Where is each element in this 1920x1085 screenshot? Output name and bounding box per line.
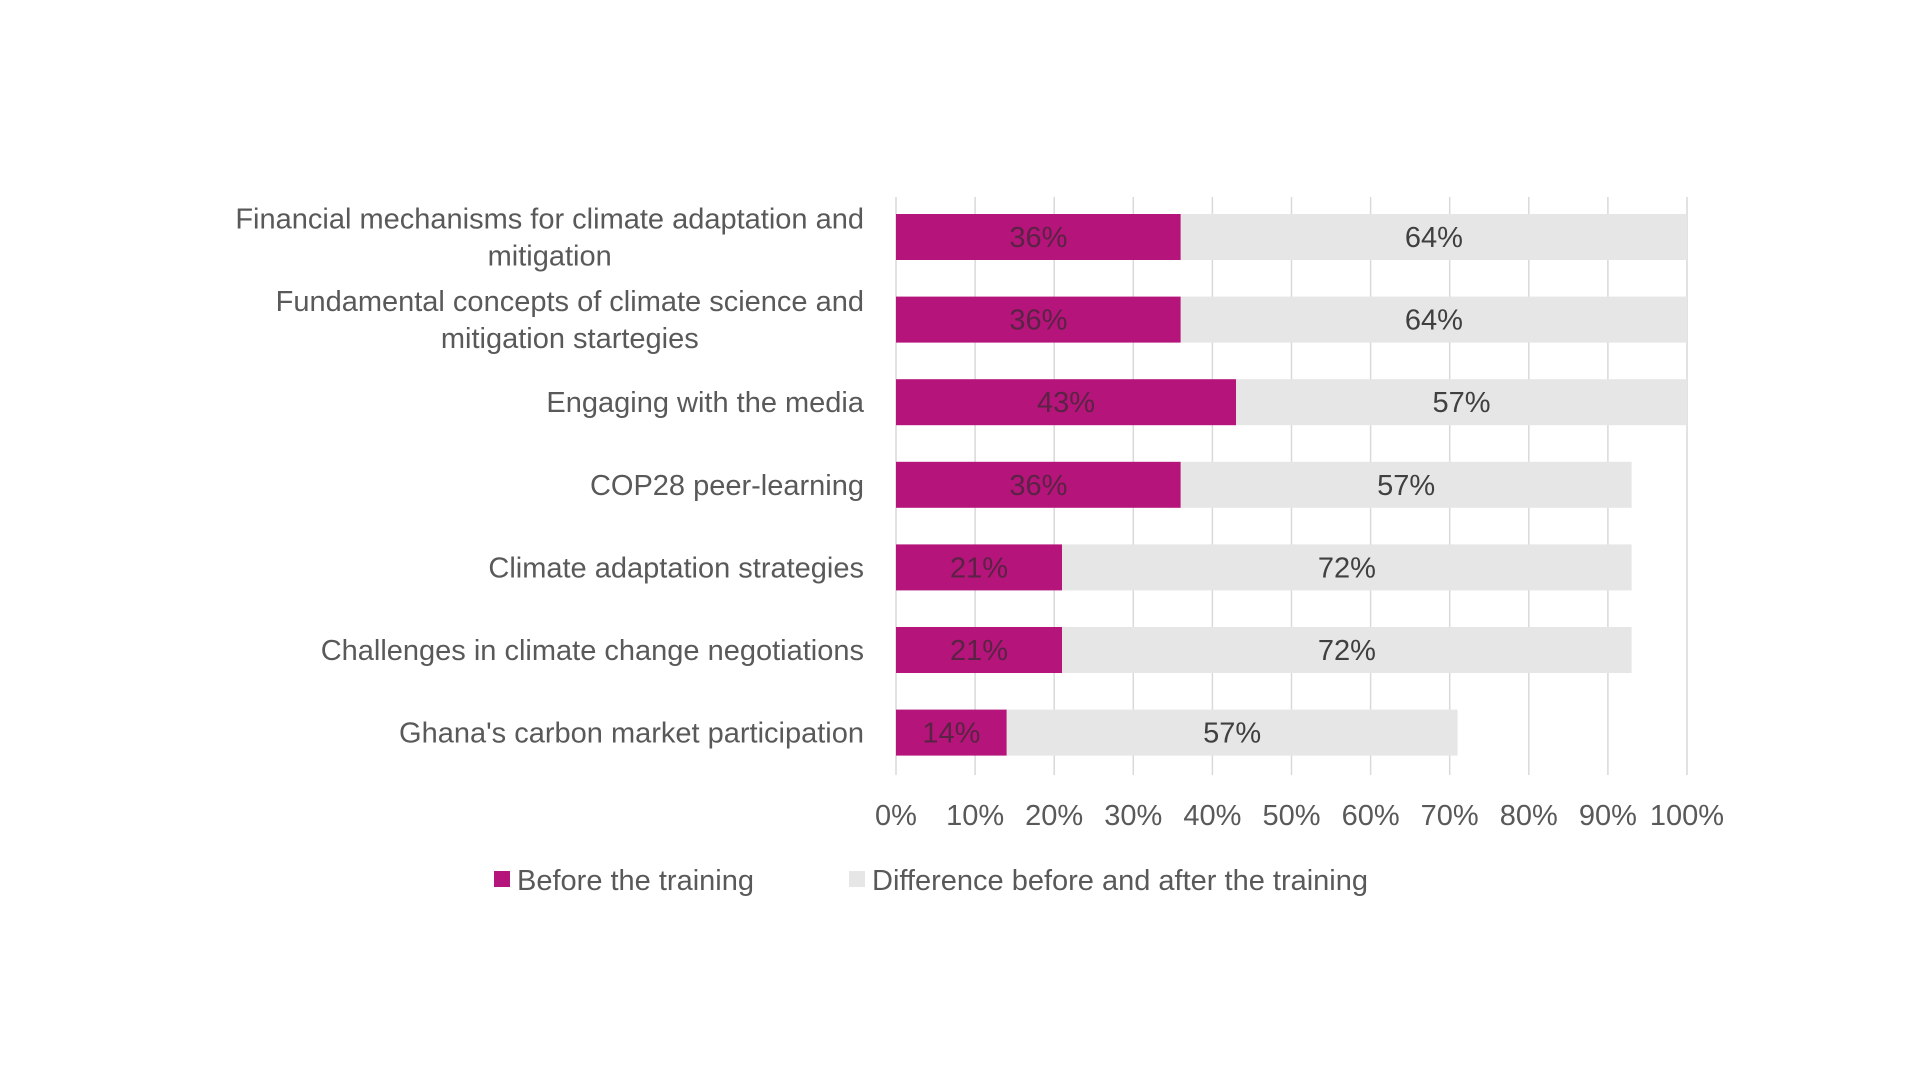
category-label-line: Ghana's carbon market participation [399, 718, 864, 750]
x-tick-label: 40% [1183, 800, 1241, 832]
x-tick-label: 100% [1650, 800, 1724, 832]
data-label: 14% [922, 718, 980, 750]
x-tick-label: 50% [1262, 800, 1320, 832]
bar-before-4 [896, 544, 1063, 591]
category-label: Financial mechanisms for climate adaptat… [235, 204, 864, 273]
data-label: 57% [1377, 470, 1435, 502]
x-tick-label: 10% [946, 800, 1004, 832]
data-label: 21% [950, 635, 1008, 667]
bar-before-3 [896, 461, 1181, 508]
bar-before-1 [896, 296, 1181, 343]
legend-swatch-1 [849, 871, 865, 887]
category-labels: Financial mechanisms for climate adaptat… [235, 204, 865, 750]
x-tick-label: 30% [1104, 800, 1162, 832]
bar-difference-4 [1062, 544, 1632, 591]
data-label: 43% [1037, 387, 1095, 419]
category-label-line: mitigation [488, 241, 612, 273]
data-label: 57% [1433, 387, 1491, 419]
data-label: 21% [950, 552, 1008, 584]
category-label: Climate adaptation strategies [488, 552, 864, 584]
x-tick-label: 60% [1342, 800, 1400, 832]
bar-difference-5 [1062, 627, 1632, 673]
data-label: 36% [1009, 222, 1067, 254]
category-label-line: Climate adaptation strategies [488, 552, 864, 584]
x-tick-label: 0% [875, 800, 917, 832]
legend-swatch-0 [494, 871, 510, 887]
data-label: 36% [1009, 305, 1067, 337]
bars [896, 214, 1687, 756]
category-label-line: mitigation startegies [441, 323, 699, 355]
data-label: 57% [1203, 718, 1261, 750]
bar-difference-3 [1180, 461, 1632, 508]
category-label-line: COP28 peer-learning [590, 470, 864, 502]
bar-before-6 [896, 709, 1007, 756]
x-tick-label: 20% [1025, 800, 1083, 832]
bar-difference-2 [1236, 379, 1687, 426]
legend-label: Difference before and after the training [872, 865, 1368, 897]
category-label: Engaging with the media [546, 387, 864, 419]
x-tick-label: 90% [1579, 800, 1637, 832]
x-axis-ticks: 0% 10% 20% 30% 40% 50% 60% 70% 80% 90% 100% [875, 800, 1724, 832]
category-label-line: Financial mechanisms for climate adaptat… [235, 204, 864, 236]
category-label: COP28 peer-learning [590, 470, 864, 502]
category-label: Challenges in climate change negotiation… [321, 635, 864, 667]
data-labels: 36% 64% 36% 64% 43% 57% 36% 57% 21% 72% 21% 72% 14% 5… [922, 222, 1490, 750]
legend: Before the training Difference before and… [494, 865, 1368, 897]
category-label: Ghana's carbon market participation [399, 718, 864, 750]
data-label: 64% [1405, 222, 1463, 254]
bar-difference-6 [1006, 709, 1458, 756]
data-label: 64% [1405, 305, 1463, 337]
bar-difference-0 [1180, 214, 1687, 260]
category-label-line: Challenges in climate change negotiation… [321, 635, 864, 667]
bar-difference-1 [1180, 296, 1687, 343]
bar-before-5 [896, 627, 1063, 673]
data-label: 72% [1318, 552, 1376, 584]
legend-label: Before the training [517, 865, 754, 897]
bar-before-0 [896, 214, 1181, 260]
category-label-line: Fundamental concepts of climate science … [276, 286, 864, 318]
x-tick-label: 80% [1500, 800, 1558, 832]
x-tick-label: 70% [1421, 800, 1479, 832]
bar-before-2 [896, 379, 1237, 426]
category-label: Fundamental concepts of climate science … [276, 286, 864, 355]
data-label: 72% [1318, 635, 1376, 667]
data-label: 36% [1009, 470, 1067, 502]
category-label-line: Engaging with the media [546, 387, 864, 419]
